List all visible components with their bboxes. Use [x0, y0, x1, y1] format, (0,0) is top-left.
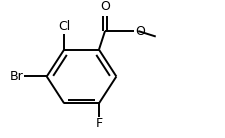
Text: F: F [95, 117, 102, 130]
Text: Br: Br [9, 70, 23, 83]
Text: Cl: Cl [58, 20, 70, 33]
Text: O: O [100, 0, 109, 13]
Text: O: O [135, 25, 144, 38]
